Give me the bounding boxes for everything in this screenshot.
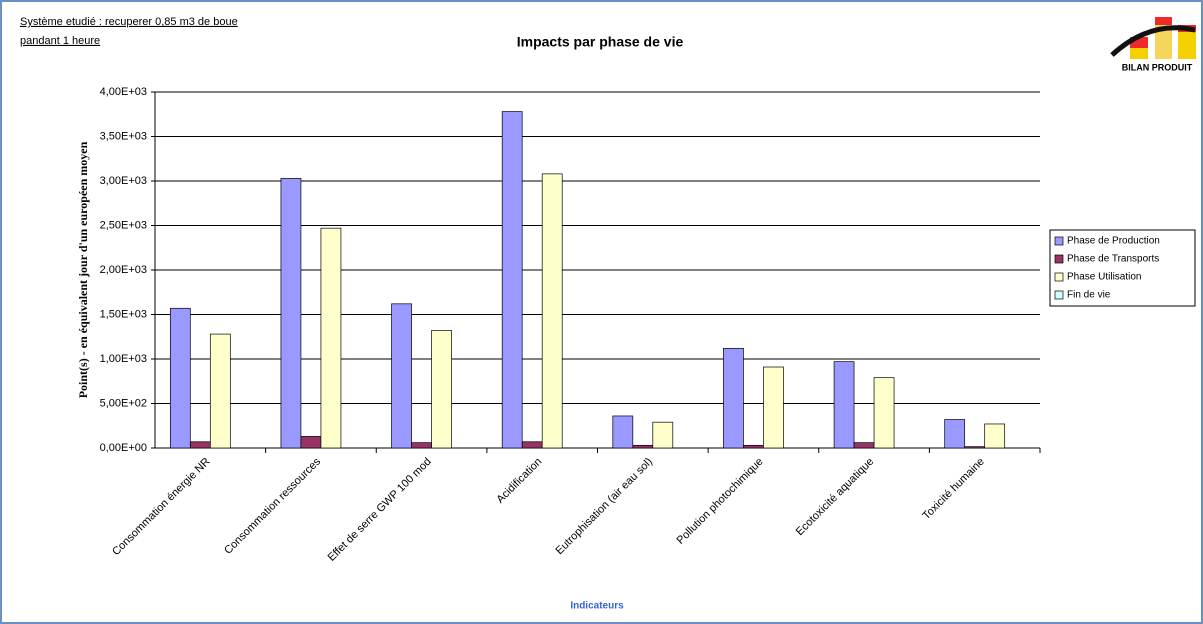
bar [763,366,784,449]
legend-swatch [1054,236,1064,246]
bar [391,303,412,449]
bar [320,227,342,449]
legend-box [1049,229,1196,307]
bar [521,441,543,449]
bar [280,177,302,449]
chart-title: Impacts par phase de vie [517,34,684,50]
bar [501,111,523,449]
bar [300,436,322,449]
bar [652,421,674,449]
bar [612,415,634,449]
y-tick-label: 1,00E+03 [100,353,147,365]
legend-swatch [1054,272,1064,282]
legend-swatch [1054,254,1064,264]
bar [743,444,764,449]
bar [541,173,563,449]
y-axis-label: Point(s) - en équivalent jour d'un europ… [76,141,90,398]
y-tick-label: 3,50E+03 [100,130,147,142]
bar [964,446,986,449]
annotation: Système etudié : recuperer 0,85 m3 de bo… [20,16,238,28]
bar [944,419,966,449]
legend-label: Fin de vie [1067,290,1111,301]
bar [873,377,895,449]
logo: BILAN PRODUIT [1110,17,1196,72]
legend-label: Phase Utilisation [1067,272,1141,283]
y-tick-label: 2,00E+03 [100,264,147,276]
y-tick-label: 2,50E+03 [100,219,147,231]
y-tick-label: 3,00E+03 [100,175,147,187]
x-axis-label: Indicateurs [570,601,624,612]
bar [189,441,211,449]
legend-label: Phase de Production [1067,236,1160,247]
bar [632,444,654,449]
legend-swatch [1054,290,1064,300]
bar [723,347,744,449]
bar [853,442,875,449]
y-tick-label: 0,00E+00 [100,442,147,454]
y-tick-label: 4,00E+03 [100,86,147,98]
bar [984,423,1006,449]
y-tick-label: 1,50E+03 [100,308,147,320]
bar [411,442,432,449]
logo-bar [1155,17,1172,25]
logo-text: BILAN PRODUIT [1122,62,1193,72]
annotation: pandant 1 heure [20,35,100,47]
bar [431,330,452,449]
y-tick-label: 5,00E+02 [100,397,147,409]
logo-swoosh [1110,25,1196,57]
legend-label: Phase de Transports [1067,254,1159,265]
bar [209,333,231,449]
bar [833,361,855,449]
logo-bar [1178,25,1196,59]
logo-bar [1130,48,1148,59]
bar [169,307,191,449]
